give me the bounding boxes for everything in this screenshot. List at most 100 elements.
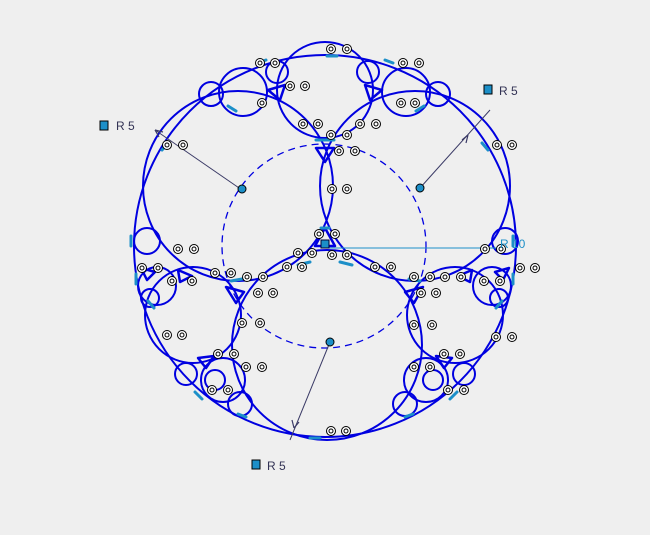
constraint-marker-icon[interactable] bbox=[443, 385, 453, 395]
constraint-marker-icon[interactable] bbox=[187, 276, 197, 286]
constraint-marker-icon[interactable] bbox=[431, 288, 441, 298]
constraint-marker-icon[interactable] bbox=[459, 385, 469, 395]
constraint-marker-icon[interactable] bbox=[414, 58, 424, 68]
dimension-r10[interactable]: R 10 bbox=[500, 237, 526, 251]
constraint-marker-icon[interactable] bbox=[298, 119, 308, 129]
constraint-marker-icon[interactable] bbox=[479, 276, 489, 286]
constraint-marker-icon[interactable] bbox=[314, 229, 324, 239]
small-circle[interactable] bbox=[200, 357, 246, 403]
constraint-marker-icon[interactable] bbox=[210, 268, 220, 278]
fillet-left[interactable] bbox=[224, 285, 246, 305]
constraint-marker-icon[interactable] bbox=[396, 98, 406, 108]
constraint-marker-icon[interactable] bbox=[241, 362, 251, 372]
leader-r5-top-right[interactable] bbox=[419, 109, 491, 189]
constraint-marker-icon[interactable] bbox=[255, 58, 265, 68]
constraint-marker-icon[interactable] bbox=[427, 320, 437, 330]
dimension-r5-top-left[interactable]: R 5 bbox=[99, 119, 135, 133]
constraint-marker-icon[interactable] bbox=[293, 248, 303, 258]
constraint-marker-icon[interactable] bbox=[313, 119, 323, 129]
center-point[interactable] bbox=[237, 184, 247, 194]
constraint-marker-icon[interactable] bbox=[355, 119, 365, 129]
constraint-marker-icon[interactable] bbox=[496, 244, 506, 254]
medium-circle-left[interactable] bbox=[144, 266, 242, 364]
constraint-marker-icon[interactable] bbox=[530, 263, 540, 273]
constraint-marker-icon[interactable] bbox=[492, 140, 502, 150]
constraint-marker-icon[interactable] bbox=[342, 44, 352, 54]
dimension-r5-top-right[interactable]: R 5 bbox=[483, 84, 518, 98]
constraint-marker-icon[interactable] bbox=[173, 244, 183, 254]
center-point[interactable] bbox=[415, 183, 425, 193]
leader-r5-bottom[interactable] bbox=[289, 341, 331, 441]
small-circle[interactable] bbox=[392, 391, 418, 417]
constraint-marker-icon[interactable] bbox=[425, 272, 435, 282]
fillet-tiny[interactable] bbox=[493, 266, 511, 282]
constraint-marker-icon[interactable] bbox=[480, 244, 490, 254]
fillet-top-left[interactable] bbox=[266, 83, 287, 102]
constraint-marker-icon[interactable] bbox=[137, 263, 147, 273]
constraint-marker-icon[interactable] bbox=[226, 268, 236, 278]
small-circle[interactable] bbox=[381, 67, 431, 117]
small-circle[interactable] bbox=[218, 67, 268, 117]
constraint-marker-icon[interactable] bbox=[162, 330, 172, 340]
small-circle[interactable] bbox=[403, 357, 449, 403]
constraint-marker-icon[interactable] bbox=[327, 250, 337, 260]
medium-circle-right[interactable] bbox=[406, 266, 504, 364]
small-circle[interactable] bbox=[140, 288, 160, 308]
constraint-marker-icon[interactable] bbox=[300, 81, 310, 91]
constraint-marker-icon[interactable] bbox=[386, 262, 396, 272]
constraint-marker-icon[interactable] bbox=[370, 262, 380, 272]
constraint-marker-icon[interactable] bbox=[270, 58, 280, 68]
leader-r5-top-left[interactable] bbox=[154, 129, 243, 191]
constraint-marker-icon[interactable] bbox=[307, 248, 317, 258]
constraint-marker-icon[interactable] bbox=[162, 140, 172, 150]
large-circle-bottom[interactable] bbox=[231, 249, 423, 441]
constraint-marker-icon[interactable] bbox=[237, 318, 247, 328]
small-circle[interactable] bbox=[452, 362, 476, 386]
constraint-marker-icon[interactable] bbox=[455, 349, 465, 359]
constraint-marker-icon[interactable] bbox=[223, 385, 233, 395]
small-circle[interactable] bbox=[491, 227, 519, 255]
constraint-marker-icon[interactable] bbox=[153, 263, 163, 273]
constraint-marker-icon[interactable] bbox=[409, 320, 419, 330]
constraint-marker-icon[interactable] bbox=[326, 426, 336, 436]
constraint-marker-icon[interactable] bbox=[409, 362, 419, 372]
constraint-marker-icon[interactable] bbox=[253, 288, 263, 298]
constraint-marker-icon[interactable] bbox=[207, 385, 217, 395]
constraint-marker-icon[interactable] bbox=[350, 146, 360, 156]
constraint-marker-icon[interactable] bbox=[213, 349, 223, 359]
small-circle[interactable] bbox=[198, 81, 224, 107]
constraint-marker-icon[interactable] bbox=[515, 263, 525, 273]
small-circle[interactable] bbox=[422, 369, 444, 391]
fillet-top[interactable] bbox=[314, 146, 336, 164]
constraint-marker-icon[interactable] bbox=[409, 272, 419, 282]
constraint-marker-icon[interactable] bbox=[177, 330, 187, 340]
constraint-marker-icon[interactable] bbox=[167, 276, 177, 286]
small-circle[interactable] bbox=[425, 81, 451, 107]
small-circle[interactable] bbox=[356, 60, 380, 84]
constraint-marker-icon[interactable] bbox=[326, 44, 336, 54]
constraint-marker-icon[interactable] bbox=[229, 349, 239, 359]
constraint-marker-icon[interactable] bbox=[342, 250, 352, 260]
constraint-marker-icon[interactable] bbox=[330, 229, 340, 239]
constraint-marker-icon[interactable] bbox=[439, 349, 449, 359]
constraint-marker-icon[interactable] bbox=[398, 58, 408, 68]
fillet-far-left[interactable] bbox=[176, 268, 194, 284]
constraint-marker-icon[interactable] bbox=[491, 332, 501, 342]
constraint-marker-icon[interactable] bbox=[334, 146, 344, 156]
small-circle[interactable] bbox=[133, 227, 161, 255]
constraint-marker-icon[interactable] bbox=[297, 262, 307, 272]
constraint-marker-icon[interactable] bbox=[425, 362, 435, 372]
constraint-marker-icon[interactable] bbox=[342, 130, 352, 140]
constraint-marker-icon[interactable] bbox=[178, 140, 188, 150]
construction-circle[interactable] bbox=[221, 143, 427, 349]
fillet-top-right[interactable] bbox=[363, 83, 384, 102]
medium-circle-top[interactable] bbox=[276, 41, 374, 139]
constraint-marker-icon[interactable] bbox=[268, 288, 278, 298]
constraint-marker-icon[interactable] bbox=[327, 184, 337, 194]
sketch-origin-icon[interactable] bbox=[320, 239, 330, 249]
constraint-marker-icon[interactable] bbox=[342, 184, 352, 194]
constraint-marker-icon[interactable] bbox=[341, 426, 351, 436]
fillet-bottom-left[interactable] bbox=[196, 354, 216, 370]
constraint-marker-icon[interactable] bbox=[255, 318, 265, 328]
